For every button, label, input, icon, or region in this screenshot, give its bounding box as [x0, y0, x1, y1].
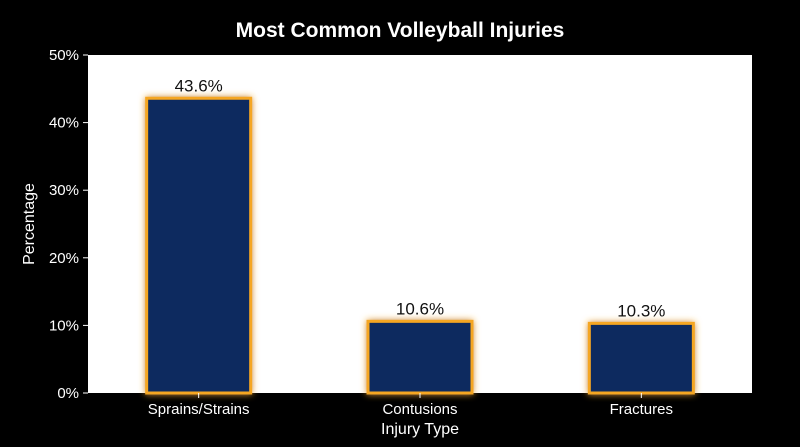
x-tick-label: Contusions	[382, 401, 457, 418]
y-tick-label: 20%	[49, 250, 79, 267]
x-axis: Sprains/Strains Contusions Fractures	[148, 393, 673, 418]
x-tick-label: Fractures	[610, 401, 673, 418]
bar-contusions	[366, 319, 474, 395]
data-label: 10.6%	[396, 299, 444, 318]
bars-group: 43.6% 10.6% 10.3%	[145, 76, 695, 395]
x-tick-label: Sprains/Strains	[148, 401, 250, 418]
bar-sprains-strains	[145, 96, 253, 395]
chart-title: Most Common Volleyball Injuries	[236, 19, 565, 42]
y-tick-label: 30%	[49, 182, 79, 199]
y-tick-label: 0%	[57, 385, 79, 402]
data-label: 43.6%	[175, 76, 223, 95]
y-tick-label: 40%	[49, 115, 79, 132]
bar-fractures	[587, 321, 695, 395]
y-tick-label: 10%	[49, 317, 79, 334]
y-tick-label: 50%	[49, 47, 79, 64]
y-axis: 0% 10% 20% 30% 40% 50%	[49, 47, 88, 402]
x-axis-label: Injury Type	[381, 421, 459, 438]
data-label: 10.3%	[617, 301, 665, 320]
y-axis-label: Percentage	[21, 183, 38, 265]
